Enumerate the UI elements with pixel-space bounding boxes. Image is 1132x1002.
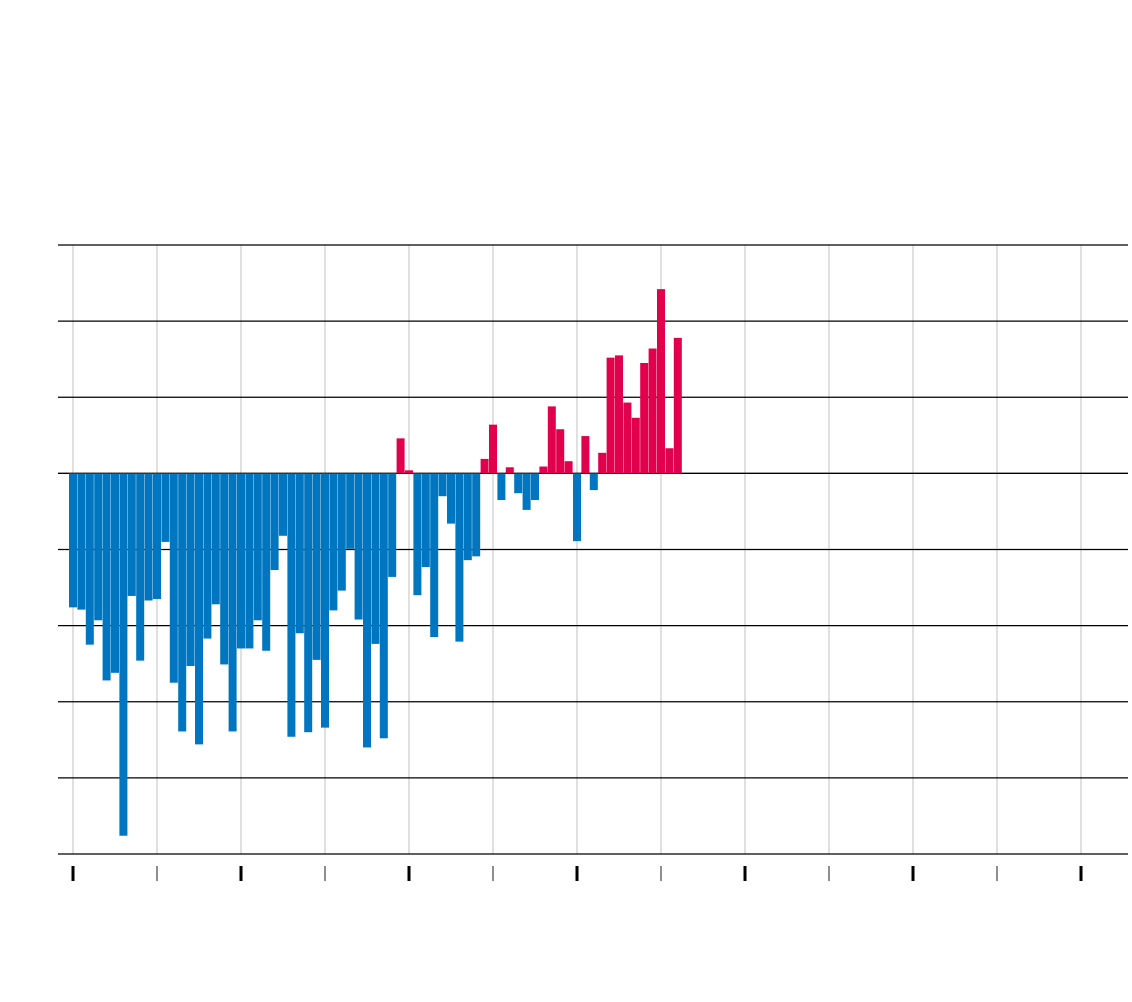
bar	[480, 458, 489, 474]
bar	[237, 473, 245, 649]
bar	[598, 452, 607, 474]
bar	[489, 424, 497, 474]
bar	[178, 473, 187, 732]
bar	[396, 438, 405, 474]
bar	[77, 473, 86, 610]
bar	[379, 473, 388, 739]
bar	[220, 473, 229, 665]
bar	[253, 473, 262, 621]
bar	[463, 473, 472, 561]
bar	[312, 473, 321, 660]
bar	[262, 473, 271, 651]
bar	[438, 473, 447, 497]
bar	[102, 473, 111, 681]
bar	[119, 473, 128, 836]
bar	[136, 473, 145, 661]
bar	[321, 473, 329, 728]
bar	[648, 348, 657, 474]
bar	[388, 473, 397, 577]
bar	[657, 289, 665, 474]
bar	[111, 473, 119, 673]
bar	[354, 473, 363, 620]
bar	[615, 355, 623, 474]
bar	[589, 473, 598, 491]
bar	[346, 473, 355, 549]
x-axis-ticks	[71, 866, 1083, 881]
bar	[94, 473, 103, 621]
bar	[127, 473, 136, 596]
bar	[279, 473, 287, 536]
bar	[631, 417, 640, 474]
bar	[455, 473, 464, 642]
bar	[211, 473, 220, 605]
bar	[573, 473, 581, 542]
bars	[69, 289, 682, 836]
bar	[522, 473, 531, 510]
bar	[665, 448, 674, 474]
bar	[304, 473, 313, 733]
bar	[531, 473, 539, 501]
bar	[363, 473, 371, 748]
bar	[640, 362, 649, 474]
bar	[581, 436, 590, 474]
bar	[161, 473, 170, 542]
bar	[539, 466, 548, 474]
bar	[195, 473, 203, 745]
bar	[556, 429, 565, 474]
bar	[405, 470, 413, 474]
bar	[85, 473, 94, 645]
bar	[245, 473, 254, 649]
bar	[623, 402, 632, 474]
bar	[497, 473, 506, 501]
bar	[153, 473, 161, 599]
bar	[329, 473, 338, 611]
bar	[413, 473, 422, 596]
bar	[472, 473, 481, 557]
bar	[564, 461, 573, 474]
bar	[203, 473, 212, 639]
bar	[430, 473, 439, 638]
bar	[270, 473, 279, 571]
bar	[295, 473, 304, 634]
bar	[606, 357, 615, 474]
bar	[547, 406, 556, 474]
bar	[447, 473, 455, 524]
bar	[287, 473, 296, 737]
bar	[505, 467, 514, 474]
bar	[337, 473, 346, 591]
bar	[514, 473, 523, 494]
bar	[169, 473, 178, 683]
bar	[421, 473, 430, 568]
bar	[371, 473, 380, 644]
bar	[186, 473, 195, 666]
bar	[144, 473, 153, 601]
bar	[228, 473, 237, 732]
bar	[69, 473, 77, 608]
bar	[673, 337, 682, 474]
